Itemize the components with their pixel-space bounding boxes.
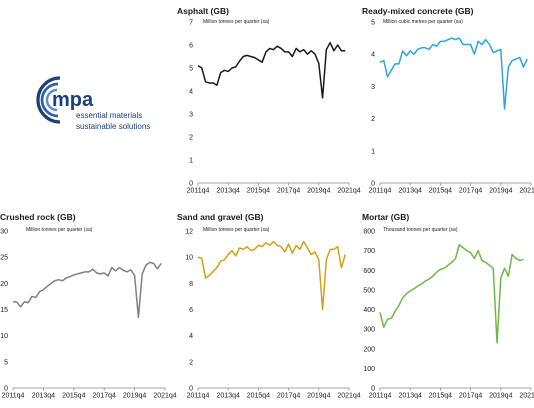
y-tick-label: 600 <box>363 268 375 275</box>
y-tick-label: 0 <box>371 386 375 393</box>
x-tick-label: 2021q4 <box>519 393 534 400</box>
x-tick-label: 2019q4 <box>123 393 146 400</box>
y-tick-label: 0 <box>189 181 193 188</box>
x-tick-label: 2015q4 <box>247 188 270 195</box>
chart-title: Sand and gravel (GB) <box>177 212 264 222</box>
chart-title: Ready-mixed concrete (GB) <box>362 6 474 16</box>
y-tick-label: 4 <box>189 333 193 340</box>
y-tick-label: 0 <box>371 181 375 188</box>
y-tick-label: 6 <box>189 43 193 50</box>
chart-title: Mortar (GB) <box>362 212 409 222</box>
chart-unit-label: Million tonnes per quarter (sa) <box>203 227 270 233</box>
logo-line-2: sustainable solutions <box>76 122 150 131</box>
y-tick-label: 20 <box>0 281 8 288</box>
chart-panel-3: Crushed rock (GB) Million tonnes per quar… <box>0 212 177 400</box>
y-tick-label: 3 <box>189 112 193 119</box>
y-tick-label: 8 <box>189 281 193 288</box>
y-tick-label: 2 <box>189 359 193 366</box>
y-tick-label: 5 <box>371 20 375 27</box>
y-tick-label: 500 <box>363 287 375 294</box>
chart-unit-label: Million tonnes per quarter (sa) <box>26 227 93 233</box>
x-tick-label: 2011q4 <box>369 188 392 195</box>
logo-swirl-icon <box>36 76 61 124</box>
y-tick-label: 100 <box>363 366 375 373</box>
x-tick-label: 2013q4 <box>399 188 422 195</box>
x-tick-label: 2015q4 <box>429 188 452 195</box>
y-tick-label: 0 <box>4 386 8 393</box>
y-tick-label: 800 <box>363 229 375 236</box>
chart-title: Crushed rock (GB) <box>0 212 76 222</box>
x-tick-label: 2017q4 <box>459 188 482 195</box>
y-tick-label: 1 <box>371 148 375 155</box>
chart-title: Asphalt (GB) <box>177 6 229 16</box>
y-tick-label: 4 <box>189 89 193 96</box>
y-tick-label: 5 <box>189 66 193 73</box>
x-tick-label: 2013q4 <box>399 393 422 400</box>
y-tick-label: 4 <box>371 52 375 59</box>
y-tick-label: 400 <box>363 307 375 314</box>
x-tick-label: 2021q4 <box>337 188 360 195</box>
chart-panel-2: Ready-mixed concrete (GB) Million cubic m… <box>362 6 534 195</box>
x-tick-label: 2013q4 <box>217 393 240 400</box>
y-tick-label: 6 <box>189 307 193 314</box>
y-tick-label: 15 <box>0 307 8 314</box>
y-tick-label: 12 <box>185 229 193 236</box>
x-tick-label: 2021q4 <box>153 393 176 400</box>
y-tick-label: 700 <box>363 248 375 255</box>
y-tick-label: 10 <box>0 333 8 340</box>
y-tick-label: 200 <box>363 346 375 353</box>
x-tick-label: 2011q4 <box>2 393 25 400</box>
y-tick-label: 25 <box>0 255 8 262</box>
y-tick-label: 10 <box>185 255 193 262</box>
series-line <box>12 261 162 319</box>
x-tick-label: 2017q4 <box>459 393 482 400</box>
y-tick-label: 5 <box>4 359 8 366</box>
chart-panel-4: Sand and gravel (GB) Million tonnes per q… <box>177 212 361 400</box>
chart-panels: Asphalt (GB) Million tonnes per quarter (… <box>0 6 534 400</box>
x-tick-label: 2013q4 <box>217 188 240 195</box>
x-tick-label: 2017q4 <box>277 188 300 195</box>
y-tick-label: 0 <box>189 386 193 393</box>
y-tick-label: 2 <box>189 135 193 142</box>
y-tick-label: 7 <box>189 20 193 27</box>
x-tick-label: 2019q4 <box>489 393 512 400</box>
chart-unit-label: Thousand tonnes per quarter (sa) <box>383 227 458 233</box>
y-tick-label: 2 <box>371 116 375 123</box>
x-tick-label: 2019q4 <box>489 188 512 195</box>
series-line <box>197 41 346 99</box>
x-tick-label: 2011q4 <box>187 188 210 195</box>
x-tick-label: 2017q4 <box>277 393 300 400</box>
chart-unit-label: Million tonnes per quarter (sa) <box>203 19 270 25</box>
chart-panel-5: Mortar (GB) Thousand tonnes per quarter (… <box>362 212 534 400</box>
logo-line-1: essential materials <box>76 111 142 120</box>
x-tick-label: 2021q4 <box>337 393 360 400</box>
x-tick-label: 2013q4 <box>32 393 55 400</box>
x-tick-label: 2015q4 <box>247 393 270 400</box>
x-tick-label: 2011q4 <box>187 393 210 400</box>
mpa-logo: mpa essential materials sustainable solu… <box>36 76 150 131</box>
x-tick-label: 2019q4 <box>307 393 330 400</box>
y-tick-label: 30 <box>0 229 8 236</box>
x-tick-label: 2011q4 <box>369 393 392 400</box>
x-tick-label: 2021q4 <box>519 188 534 195</box>
x-tick-label: 2015q4 <box>429 393 452 400</box>
chart-unit-label: Million cubic metres per quarter (sa) <box>383 19 463 25</box>
chart-panel-1: Asphalt (GB) Million tonnes per quarter (… <box>177 6 361 195</box>
x-tick-label: 2015q4 <box>62 393 85 400</box>
x-tick-label: 2019q4 <box>307 188 330 195</box>
y-tick-label: 1 <box>189 158 193 165</box>
y-tick-label: 3 <box>371 84 375 91</box>
y-tick-label: 300 <box>363 327 375 334</box>
x-tick-label: 2017q4 <box>93 393 116 400</box>
logo-mark: mpa <box>52 89 94 111</box>
series-line <box>379 37 528 110</box>
series-line <box>197 240 346 311</box>
series-line <box>379 243 524 344</box>
